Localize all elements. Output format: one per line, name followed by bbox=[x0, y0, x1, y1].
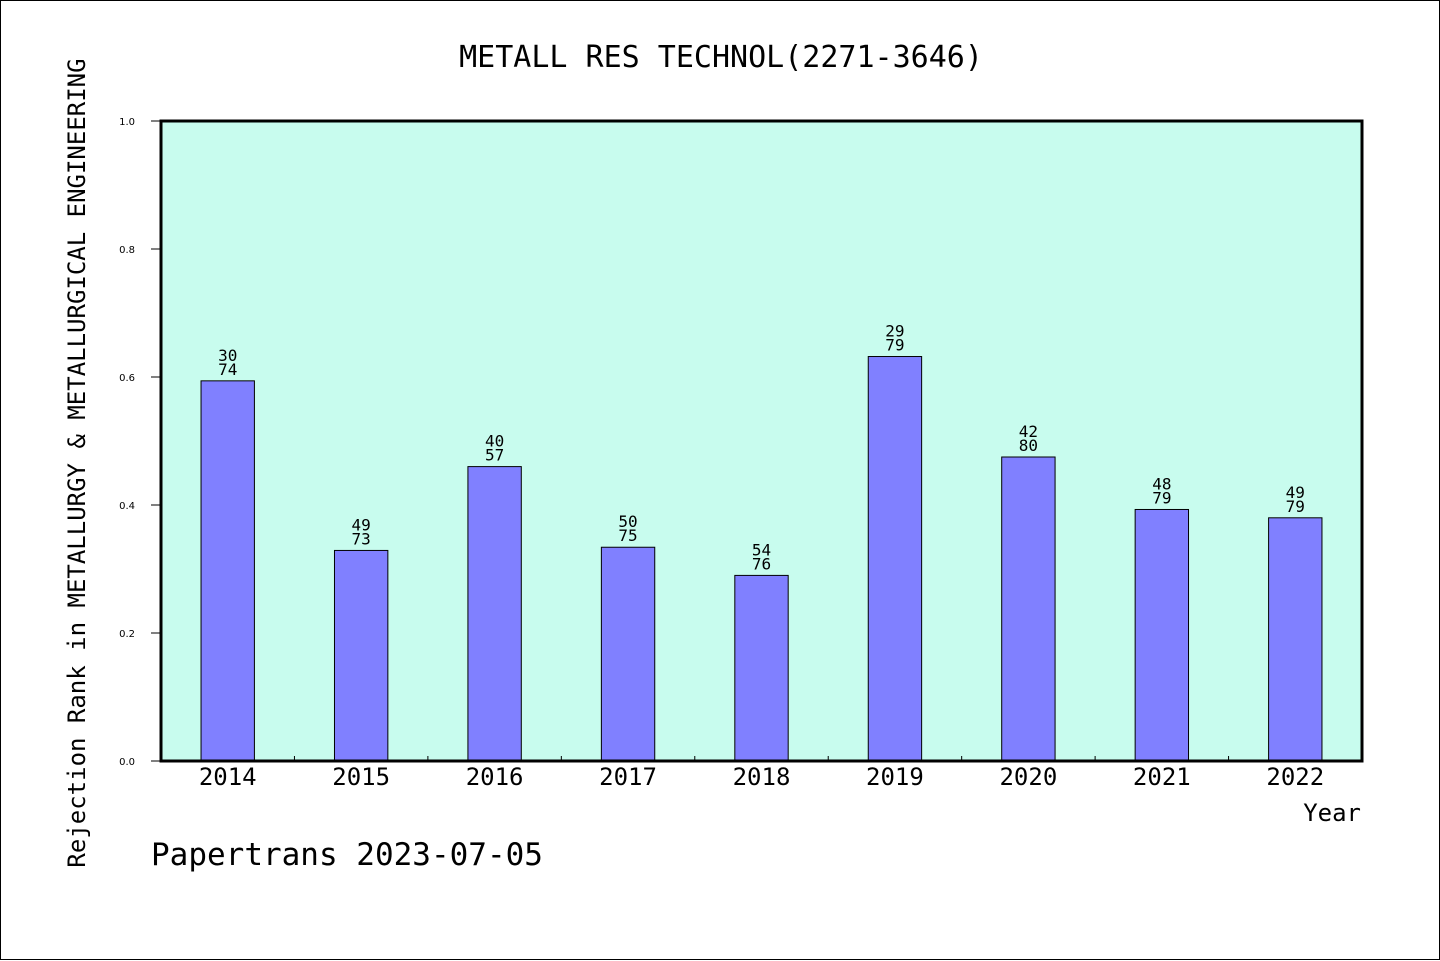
bar-2014 bbox=[200, 380, 255, 762]
bar-2018 bbox=[734, 574, 789, 762]
bar-label-total: 73 bbox=[352, 529, 371, 548]
bar-label-rank: 50 bbox=[618, 512, 637, 531]
x-tick-label: 2018 bbox=[733, 763, 791, 791]
bar-label-total: 57 bbox=[485, 446, 504, 465]
y-tick-label: 0.0 bbox=[119, 757, 135, 768]
x-tick-label: 2021 bbox=[1133, 763, 1191, 791]
bar-2015 bbox=[333, 549, 389, 762]
bar-2020 bbox=[1001, 456, 1056, 762]
plot-frame bbox=[159, 119, 1364, 763]
x-tick-label: 2020 bbox=[999, 763, 1057, 791]
bar-2022 bbox=[1268, 517, 1323, 762]
y-axis-ticks: 0.0 0.2 0.4 0.6 0.8 1.0 bbox=[119, 117, 161, 768]
x-axis-label: Year bbox=[1303, 799, 1361, 827]
footer-date: Papertrans 2023-07-05 bbox=[151, 837, 543, 873]
y-tick-label: 0.2 bbox=[119, 629, 135, 640]
x-axis-ticks: 2014 2015 2016 2017 2018 2019 2020 2021 2022 bbox=[199, 756, 1324, 791]
x-tick-label: 2014 bbox=[199, 763, 257, 791]
y-tick-label: 0.6 bbox=[119, 373, 135, 384]
bar-label-total: 79 bbox=[1286, 497, 1305, 516]
bar-label-rank: 48 bbox=[1152, 474, 1171, 493]
bar-label-total: 79 bbox=[885, 336, 904, 355]
x-tick-label: 2017 bbox=[599, 763, 657, 791]
bar-label-rank: 54 bbox=[752, 540, 771, 559]
bar-label-total: 79 bbox=[1152, 488, 1171, 507]
bar-label-rank: 49 bbox=[352, 515, 371, 534]
x-tick-label: 2016 bbox=[466, 763, 524, 791]
y-axis-label: Rejection Rank in METALLURGY & METALLURG… bbox=[63, 58, 91, 867]
bar-2017 bbox=[600, 546, 656, 762]
bar-2019 bbox=[867, 356, 923, 762]
bar-label-rank: 40 bbox=[485, 432, 504, 451]
bar-label-total: 75 bbox=[618, 526, 637, 545]
bar-label-rank: 30 bbox=[218, 346, 237, 365]
x-tick-label: 2022 bbox=[1266, 763, 1324, 791]
bar-series bbox=[200, 356, 1323, 762]
bar-label-rank: 49 bbox=[1286, 483, 1305, 502]
bar-label-rank: 42 bbox=[1019, 422, 1038, 441]
bar-label-total: 80 bbox=[1019, 436, 1038, 455]
bar-2021 bbox=[1134, 508, 1190, 762]
chart-title: METALL RES TECHNOL(2271-3646) bbox=[459, 40, 983, 75]
y-tick-label: 1.0 bbox=[119, 117, 135, 128]
bar-label-total: 76 bbox=[752, 554, 771, 573]
bar-2016 bbox=[467, 466, 522, 762]
x-tick-label: 2015 bbox=[332, 763, 390, 791]
y-tick-label: 0.8 bbox=[119, 245, 135, 256]
x-tick-label: 2019 bbox=[866, 763, 924, 791]
bar-label-rank: 29 bbox=[885, 322, 904, 341]
y-tick-label: 0.4 bbox=[119, 501, 135, 512]
bar-label-total: 74 bbox=[218, 360, 237, 379]
